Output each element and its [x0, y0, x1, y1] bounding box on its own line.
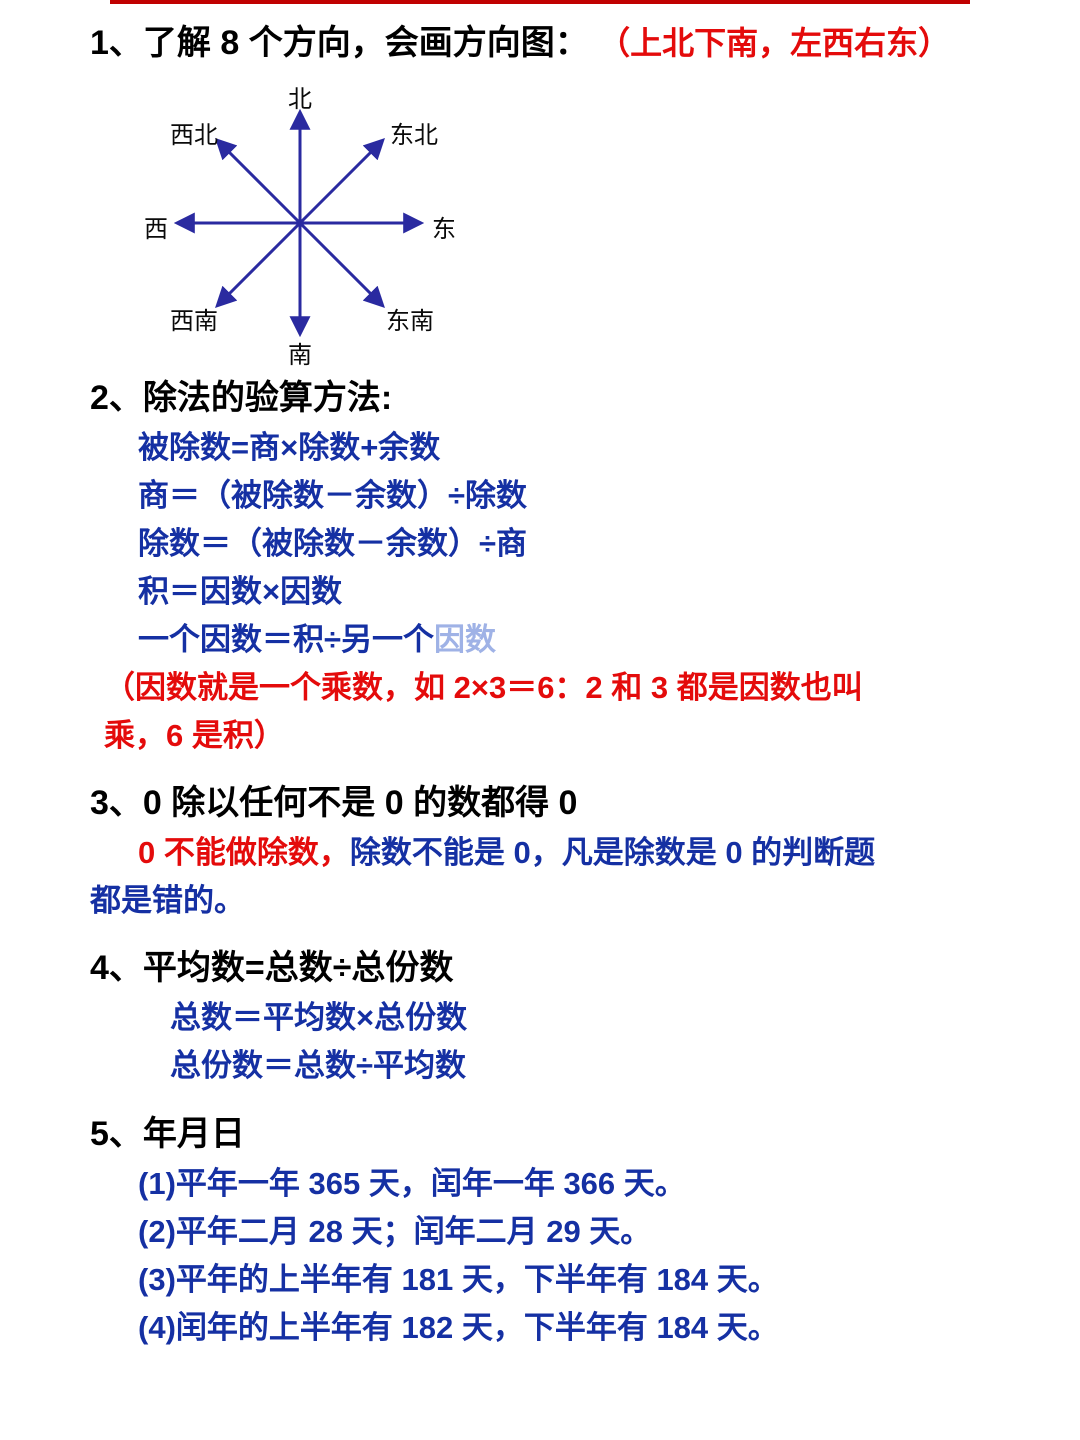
section3-note-red: 0 不能做除数， [138, 835, 350, 870]
top-rule [110, 0, 970, 4]
section2-line5a: 一个因数＝积÷另一个 [138, 622, 434, 657]
section1-title-red: （上北下南，左西右东） [598, 25, 950, 61]
section3-note-blue2: 都是错的。 [90, 877, 990, 925]
section2-line5b: 因数 [434, 622, 496, 657]
compass-label-sw: 西南 [170, 301, 218, 336]
section5-title: 5、年月日 [90, 1109, 990, 1160]
section4-line2: 总份数＝总数÷平均数 [170, 1042, 990, 1090]
section3-note-blue1: 除数不能是 0，凡是除数是 0 的判断题 [350, 835, 875, 870]
compass-label-w: 西 [144, 209, 168, 244]
section2-note-line2: 乘，6 是积） [104, 712, 990, 760]
section3-note: 0 不能做除数，除数不能是 0，凡是除数是 0 的判断题 [138, 829, 990, 877]
section4-title: 4、平均数=总数÷总份数 [90, 943, 990, 994]
section2-line1: 被除数=商×除数+余数 [138, 424, 990, 472]
section1-title-black: 1、了解 8 个方向，会画方向图： [90, 24, 589, 62]
section3-title: 3、0 除以任何不是 0 的数都得 0 [90, 778, 990, 829]
document-page: 1、了解 8 个方向，会画方向图： （上北下南，左西右东） 北 东北 东 [0, 0, 1080, 1352]
section5-item3: (3)平年的上半年有 181 天，下半年有 184 天。 [138, 1256, 990, 1304]
compass-label-ne: 东北 [390, 115, 438, 150]
section2-line2: 商＝（被除数－余数）÷除数 [138, 472, 990, 520]
compass-label-nw: 西北 [170, 115, 218, 150]
section2-title: 2、除法的验算方法: [90, 373, 990, 424]
compass-label-se: 东南 [386, 301, 434, 336]
section2-note-line1: （因数就是一个乘数，如 2×3＝6：2 和 3 都是因数也叫 [104, 664, 990, 712]
section2-line4: 积＝因数×因数 [138, 568, 990, 616]
section2-note: （因数就是一个乘数，如 2×3＝6：2 和 3 都是因数也叫 乘，6 是积） [104, 664, 990, 760]
section2-line5: 一个因数＝积÷另一个因数 [138, 616, 990, 664]
compass-label-s: 南 [288, 335, 312, 370]
compass-diagram: 北 东北 东 东南 南 西南 西 西北 [120, 73, 480, 363]
section4-line1: 总数＝平均数×总份数 [170, 994, 990, 1042]
compass-label-e: 东 [432, 209, 456, 244]
section2-line3: 除数＝（被除数－余数）÷商 [138, 520, 990, 568]
section5-item1: (1)平年一年 365 天，闰年一年 366 天。 [138, 1160, 990, 1208]
compass-label-n: 北 [288, 79, 312, 114]
section5-item4: (4)闰年的上半年有 182 天，下半年有 184 天。 [138, 1304, 990, 1352]
section1-title: 1、了解 8 个方向，会画方向图： （上北下南，左西右东） [90, 18, 990, 69]
section5-item2: (2)平年二月 28 天；闰年二月 29 天。 [138, 1208, 990, 1256]
